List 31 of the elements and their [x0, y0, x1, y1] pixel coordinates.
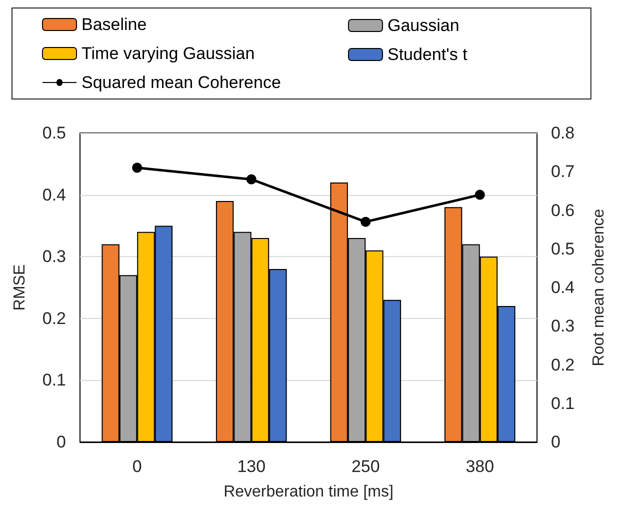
x-tick-label: 250: [351, 457, 380, 476]
y-tick-label: 0.4: [42, 185, 66, 204]
x-axis-title: Reverberation time [ms]: [224, 484, 394, 500]
point: [132, 162, 142, 173]
point: [246, 174, 256, 184]
legend-label: Baseline: [82, 15, 147, 34]
y2-tick-label: 0.6: [551, 200, 575, 220]
y-tick-label: 0.2: [42, 308, 66, 328]
point: [360, 216, 371, 227]
x-tick-label: 380: [466, 457, 494, 476]
legend-label: Student's t: [388, 45, 468, 64]
y2-tick-label: 0.8: [551, 124, 575, 142]
point: [474, 190, 485, 200]
y2-tick-label: 0.4: [551, 278, 575, 297]
y-tick-label: 0: [56, 432, 66, 452]
y-axis-title: RMSE: [12, 264, 28, 311]
y-tick-label: 0.3: [42, 247, 66, 266]
y2-tick-label: 0.7: [551, 162, 575, 182]
y2-tick-label: 0.1: [551, 394, 575, 413]
x-tick-label: 130: [237, 457, 266, 476]
y-tick-label: 0.5: [42, 124, 66, 142]
legend-label: Time varying Gaussian: [82, 44, 255, 63]
legend-label: Gaussian: [388, 16, 460, 35]
x-tick-label: 0: [132, 457, 142, 476]
y2-tick-label: 0.5: [551, 239, 575, 258]
y2-tick-label: 0.2: [551, 355, 575, 374]
y2-axis-title: Root mean coherence: [590, 208, 608, 366]
y2-tick-label: 0: [551, 432, 560, 452]
y2-tick-label: 0.3: [551, 316, 575, 336]
y-tick-label: 0.1: [42, 370, 66, 390]
legend-label: Squared mean Coherence: [82, 73, 281, 92]
